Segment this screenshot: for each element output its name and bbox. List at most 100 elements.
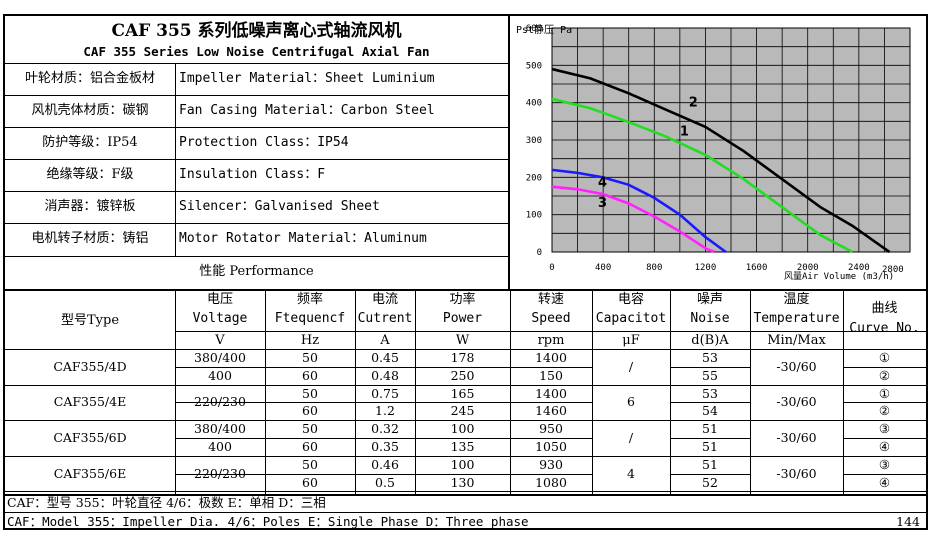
header-en: Temperature [753, 311, 840, 326]
row-speed: 930 [539, 456, 563, 472]
row-frequency: 60 [302, 367, 318, 383]
row-noise: 53 [702, 350, 718, 365]
model-temperature: -30/60 [776, 430, 817, 445]
spec-label-insulation: 绝缘等级：F级 [46, 167, 134, 182]
row-noise: 51 [702, 439, 718, 454]
row-curve-number: ② [878, 367, 891, 383]
spec-value-impeller: Impeller Material：Sheet Luminium [179, 71, 435, 86]
spec-value-silencer: Silencer：Galvanised Sheet [179, 199, 380, 214]
row-rule [175, 402, 265, 404]
row-power: 130 [450, 474, 475, 490]
spec-label-protection: 防护等级：IP54 [42, 135, 138, 150]
row-curve-number: ③ [878, 456, 891, 472]
model-capacitor: / [628, 430, 634, 445]
row-rule [265, 473, 592, 475]
y-tick-label: 500 [526, 61, 542, 71]
spec-label-rotator: 电机转子材质：铸铝 [31, 231, 149, 246]
row-power: 100 [450, 421, 475, 437]
x-tick-label: 2000 [797, 263, 819, 273]
header-curve-cn: 曲线 [871, 301, 898, 316]
header-curve-en: Curve No. [849, 321, 920, 336]
column-rule [843, 289, 844, 494]
series-label-2: 2 [689, 95, 698, 110]
row-power: 178 [450, 350, 475, 365]
row-current: 0.46 [371, 456, 399, 472]
row-rule [670, 473, 750, 475]
row-noise: 51 [702, 421, 718, 437]
header-cn: 频率 [296, 292, 323, 307]
row-speed: 1080 [535, 474, 567, 490]
row-noise: 52 [702, 474, 718, 490]
header-en: Voltage [192, 311, 248, 326]
series-line-3 [551, 185, 715, 254]
row-voltage: 380/400 [194, 350, 246, 365]
header-cn: 功率 [449, 292, 476, 307]
row-rule [175, 366, 265, 368]
row-rule [670, 366, 750, 368]
model-rule [5, 384, 926, 386]
column-rule [415, 289, 416, 494]
model-temperature: -30/60 [776, 394, 817, 410]
header-unit: rpm [537, 333, 565, 348]
header-unit: Min/Max [767, 333, 826, 348]
table-top-rule [5, 289, 926, 291]
header-unit: A [380, 333, 390, 348]
row-power: 100 [450, 456, 475, 472]
model-capacitor: / [628, 358, 634, 374]
column-rule [510, 289, 511, 494]
series-line-4 [551, 168, 727, 254]
row-frequency: 50 [302, 350, 318, 365]
header-en: Capacitot [595, 311, 667, 326]
row-noise: 51 [702, 456, 718, 472]
row-speed: 1460 [535, 403, 567, 419]
header-unit: V [215, 333, 225, 348]
series-line-1 [551, 97, 854, 254]
footer-cn: CAF：型号 355：叶轮直径 4/6：极数 E：单相 D：三相 [7, 495, 326, 510]
header-cn: 电压 [206, 292, 233, 307]
row-power: 165 [450, 385, 475, 401]
model-capacitor: 6 [627, 394, 635, 410]
row-rule [843, 473, 926, 475]
y-tick-label: 200 [526, 173, 542, 183]
spec-value-protection: Protection Class：IP54 [179, 135, 349, 150]
model-type: CAF355/6D [53, 430, 127, 445]
header-unit: W [455, 333, 470, 348]
performance-label: 性能 Performance [199, 264, 314, 279]
header-en: Ftequencf [274, 311, 346, 326]
model-capacitor: 4 [627, 465, 635, 481]
row-frequency: 60 [302, 474, 318, 490]
model-type: CAF355/6E [53, 465, 127, 481]
header-unit: d(B)A [691, 333, 729, 348]
y-tick-label: 0 [537, 248, 542, 258]
row-power: 250 [450, 367, 475, 383]
header-cn: 温度 [783, 292, 810, 307]
column-rule [750, 289, 751, 494]
row-noise: 53 [702, 385, 718, 401]
column-rule [592, 289, 593, 494]
row-rule [175, 473, 265, 475]
row-speed: 1050 [535, 439, 567, 454]
x-tick-label: 0 [549, 263, 554, 273]
row-rule [265, 366, 592, 368]
y-axis-label: Pst静压 Pa [516, 23, 572, 36]
x-axis-label: 风量Air Volume (m3/h) [784, 271, 894, 282]
row-rule [843, 402, 926, 404]
header-en: Noise [690, 311, 730, 326]
series-line-2 [551, 67, 891, 254]
model-rule [5, 420, 926, 422]
column-rule [355, 289, 356, 494]
model-voltage: 220/230 [194, 394, 246, 410]
row-rule [843, 438, 926, 439]
x-tick-label: 2400 [848, 263, 870, 273]
y-tick-label: 300 [526, 136, 542, 146]
row-rule [265, 402, 592, 404]
page-number: 144 [896, 514, 920, 529]
row-curve-number: ④ [878, 474, 891, 490]
x-tick-label: 1600 [746, 263, 768, 273]
spec-label-silencer: 消声器：镀锌板 [44, 199, 136, 214]
y-tick-label: 400 [526, 99, 542, 109]
row-frequency: 50 [302, 385, 318, 401]
row-voltage: 400 [208, 439, 232, 454]
row-curve-number: ④ [878, 439, 891, 454]
header-unit: Hz [300, 333, 320, 348]
